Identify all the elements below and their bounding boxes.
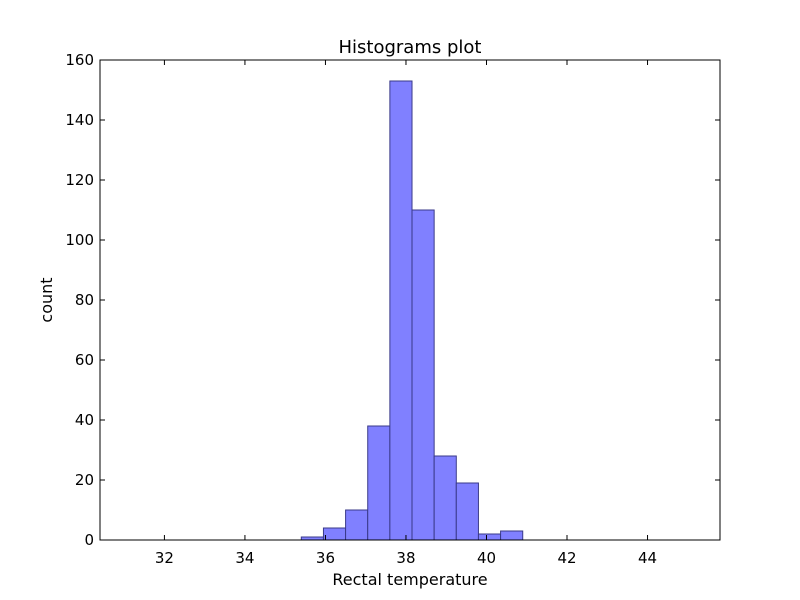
bars-group bbox=[300, 80, 524, 541]
y-tick-label: 20 bbox=[75, 471, 94, 489]
x-tick-label: 40 bbox=[477, 549, 496, 567]
chart-title: Histograms plot bbox=[339, 37, 482, 58]
x-tick-label: 36 bbox=[316, 549, 335, 567]
y-tick-label: 80 bbox=[75, 291, 94, 309]
histogram-bar bbox=[433, 455, 457, 541]
x-tick-label: 34 bbox=[235, 549, 254, 567]
histogram-bar bbox=[455, 482, 479, 541]
histogram-bar bbox=[367, 425, 391, 541]
histogram-bar bbox=[500, 530, 524, 541]
histogram-bar bbox=[477, 533, 502, 541]
histogram-bar bbox=[345, 509, 369, 541]
x-tick-label: 44 bbox=[638, 549, 657, 567]
y-tick-label: 140 bbox=[65, 111, 94, 129]
ticks-group: 32 34 36 38 40 42 44 0 20 40 60 80 100 120 140 160 bbox=[65, 51, 720, 567]
histogram-bar bbox=[411, 209, 435, 541]
y-tick-label: 60 bbox=[75, 351, 94, 369]
y-tick-label: 100 bbox=[65, 231, 94, 249]
histogram-bar bbox=[322, 527, 347, 541]
x-tick-label: 42 bbox=[557, 549, 576, 567]
y-tick-label: 40 bbox=[75, 411, 94, 429]
x-tick-label: 38 bbox=[396, 549, 415, 567]
y-axis-label: count bbox=[37, 277, 56, 322]
plot-frame bbox=[99, 59, 721, 541]
y-tick-label: 120 bbox=[65, 171, 94, 189]
y-tick-label: 0 bbox=[84, 531, 94, 549]
x-axis-label: Rectal temperature bbox=[332, 570, 487, 589]
x-tick-label: 32 bbox=[155, 549, 174, 567]
histogram-bar bbox=[389, 80, 413, 541]
y-tick-label: 160 bbox=[65, 51, 94, 69]
